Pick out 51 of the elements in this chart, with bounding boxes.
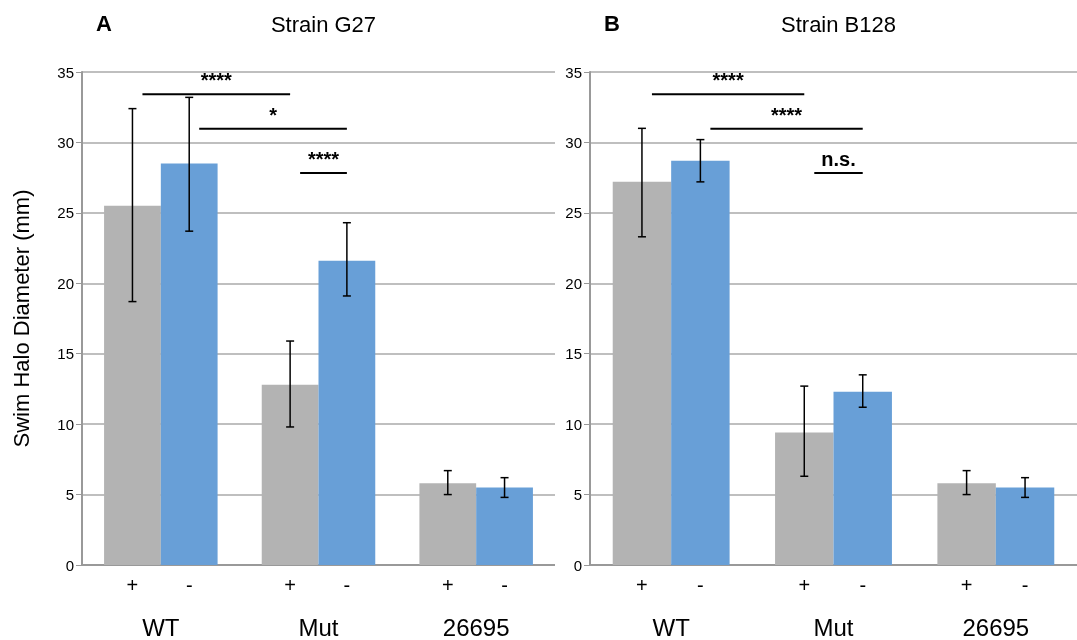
text: + [798,574,811,596]
annotation: **** [712,69,744,92]
y-tick-label: 5 [573,486,582,504]
x-tick-label: 26695 [962,613,1030,640]
annotation: **** [307,148,340,171]
text: A [96,10,112,36]
y-tick-label: 25 [565,204,582,222]
y-axis-title: Swim Halo Diameter (mm) [8,189,34,448]
series-label: - [697,574,704,596]
y-tick-label: 35 [565,63,582,81]
y-tick-label: 5 [65,486,74,504]
chart-title: Strain G27 [270,11,377,37]
y-tick-label: 25 [57,204,74,222]
text: + [960,574,973,596]
series-label: + [126,574,139,596]
y-tick-label: 10 [565,415,582,433]
text: B [604,10,620,36]
x-tick-label: 26695 [442,613,510,640]
text: + [284,574,296,596]
annotation: n.s. [821,148,856,171]
y-tick-label: 30 [565,133,582,151]
x-tick-label: WT [652,613,691,640]
text: - [501,574,508,596]
annotation: **** [770,103,803,126]
y-tick-label: 30 [57,133,74,151]
text: - [343,574,351,596]
bar [160,163,218,565]
text: + [441,574,454,596]
bar [833,391,892,565]
series-label: - [185,574,193,596]
y-tick-label: 15 [565,345,582,363]
y-tick-label: 0 [573,556,582,574]
y-tick-label: 20 [565,274,582,292]
annotation: **** [200,69,233,92]
x-tick-label: Mut [298,613,339,640]
x-tick-label: WT [142,613,180,640]
x-tick-label: Mut [813,613,854,640]
series-label: + [636,574,648,596]
bar [476,487,533,565]
bar [671,160,730,565]
text: - [1021,574,1029,596]
y-tick-label: 20 [57,274,74,292]
bar [318,260,376,565]
bar [995,487,1055,565]
annotation: * [269,103,278,126]
y-tick-label: 10 [57,415,74,433]
chart-title: Strain B128 [781,11,896,37]
text: - [859,574,867,596]
y-tick-label: 15 [57,345,74,363]
y-tick-label: 35 [57,63,74,81]
y-tick-label: 0 [65,556,74,574]
